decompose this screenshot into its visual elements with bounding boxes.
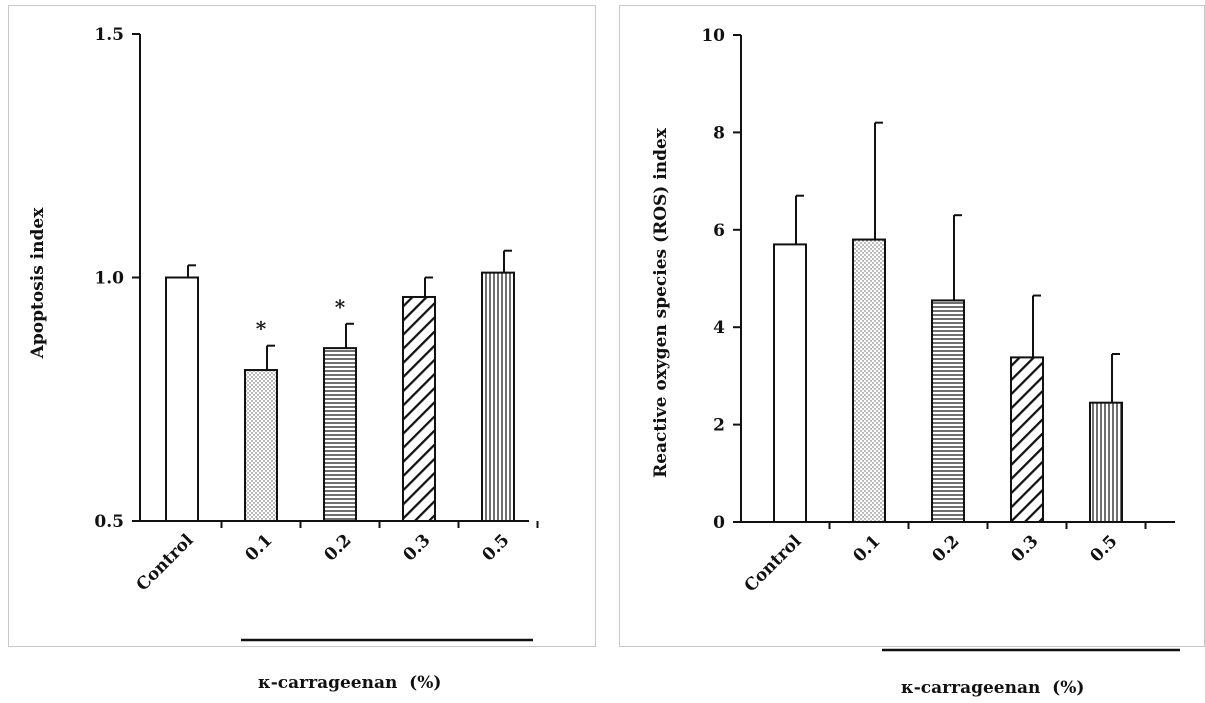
x-tick-label: 0.1 bbox=[241, 530, 276, 565]
x-tick-label: 0.2 bbox=[320, 530, 355, 565]
bar-0-2 bbox=[931, 299, 965, 524]
y-axis-label: Reactive oxygen species (ROS) index bbox=[651, 127, 671, 478]
apoptosis-chart: Apoptosis index 0.5 1.0 1.5 Control * 0.1 * 0.2… bbox=[28, 25, 539, 642]
x-tick-label: 0.1 bbox=[849, 531, 884, 566]
bar-0-5 bbox=[1089, 401, 1123, 523]
y-tick-label: 0.5 bbox=[94, 512, 124, 532]
bar-control bbox=[773, 243, 807, 523]
y-tick-label: 2 bbox=[713, 416, 725, 436]
significance-marker: * bbox=[335, 295, 346, 319]
y-tick-label: 6 bbox=[713, 221, 725, 241]
apoptosis-chart-panel: Apoptosis index 0.5 1.0 1.5 Control * 0.1 * 0.2… bbox=[8, 5, 596, 693]
x-axis-title: κ-carrageenan (%) bbox=[901, 678, 1085, 698]
bar-0-3 bbox=[402, 295, 436, 523]
bar-0-5 bbox=[481, 271, 515, 522]
y-tick-label: 1.5 bbox=[94, 25, 124, 45]
y-tick-label: 1.0 bbox=[94, 269, 124, 289]
y-tick-label: 8 bbox=[713, 123, 725, 143]
x-tick-label: 0.5 bbox=[1086, 531, 1121, 566]
bar-0-3 bbox=[1010, 356, 1044, 524]
ros-chart: Reactive oxygen species (ROS) index 0 2 4 6… bbox=[651, 26, 1180, 652]
x-tick-label: 0.2 bbox=[928, 531, 963, 566]
y-tick-label: 0 bbox=[713, 513, 725, 533]
x-tick-label: 0.5 bbox=[478, 530, 513, 565]
bar-0-1 bbox=[244, 369, 278, 522]
significance-marker: * bbox=[256, 317, 267, 341]
x-axis-title: κ-carrageenan (%) bbox=[258, 673, 442, 693]
bar-control bbox=[165, 276, 199, 522]
y-tick-label: 10 bbox=[701, 26, 725, 46]
y-axis-label: Apoptosis index bbox=[28, 207, 48, 360]
ros-chart-panel: Reactive oxygen species (ROS) index 0 2 4 6… bbox=[619, 5, 1205, 698]
x-tick-label: Control bbox=[133, 530, 198, 595]
bar-0-1 bbox=[852, 238, 886, 523]
x-tick-label: 0.3 bbox=[1007, 531, 1042, 566]
x-tick-label: 0.3 bbox=[399, 530, 434, 565]
bar-0-2 bbox=[323, 347, 357, 522]
x-tick-label: Control bbox=[741, 531, 806, 596]
y-tick-label: 4 bbox=[713, 318, 725, 338]
